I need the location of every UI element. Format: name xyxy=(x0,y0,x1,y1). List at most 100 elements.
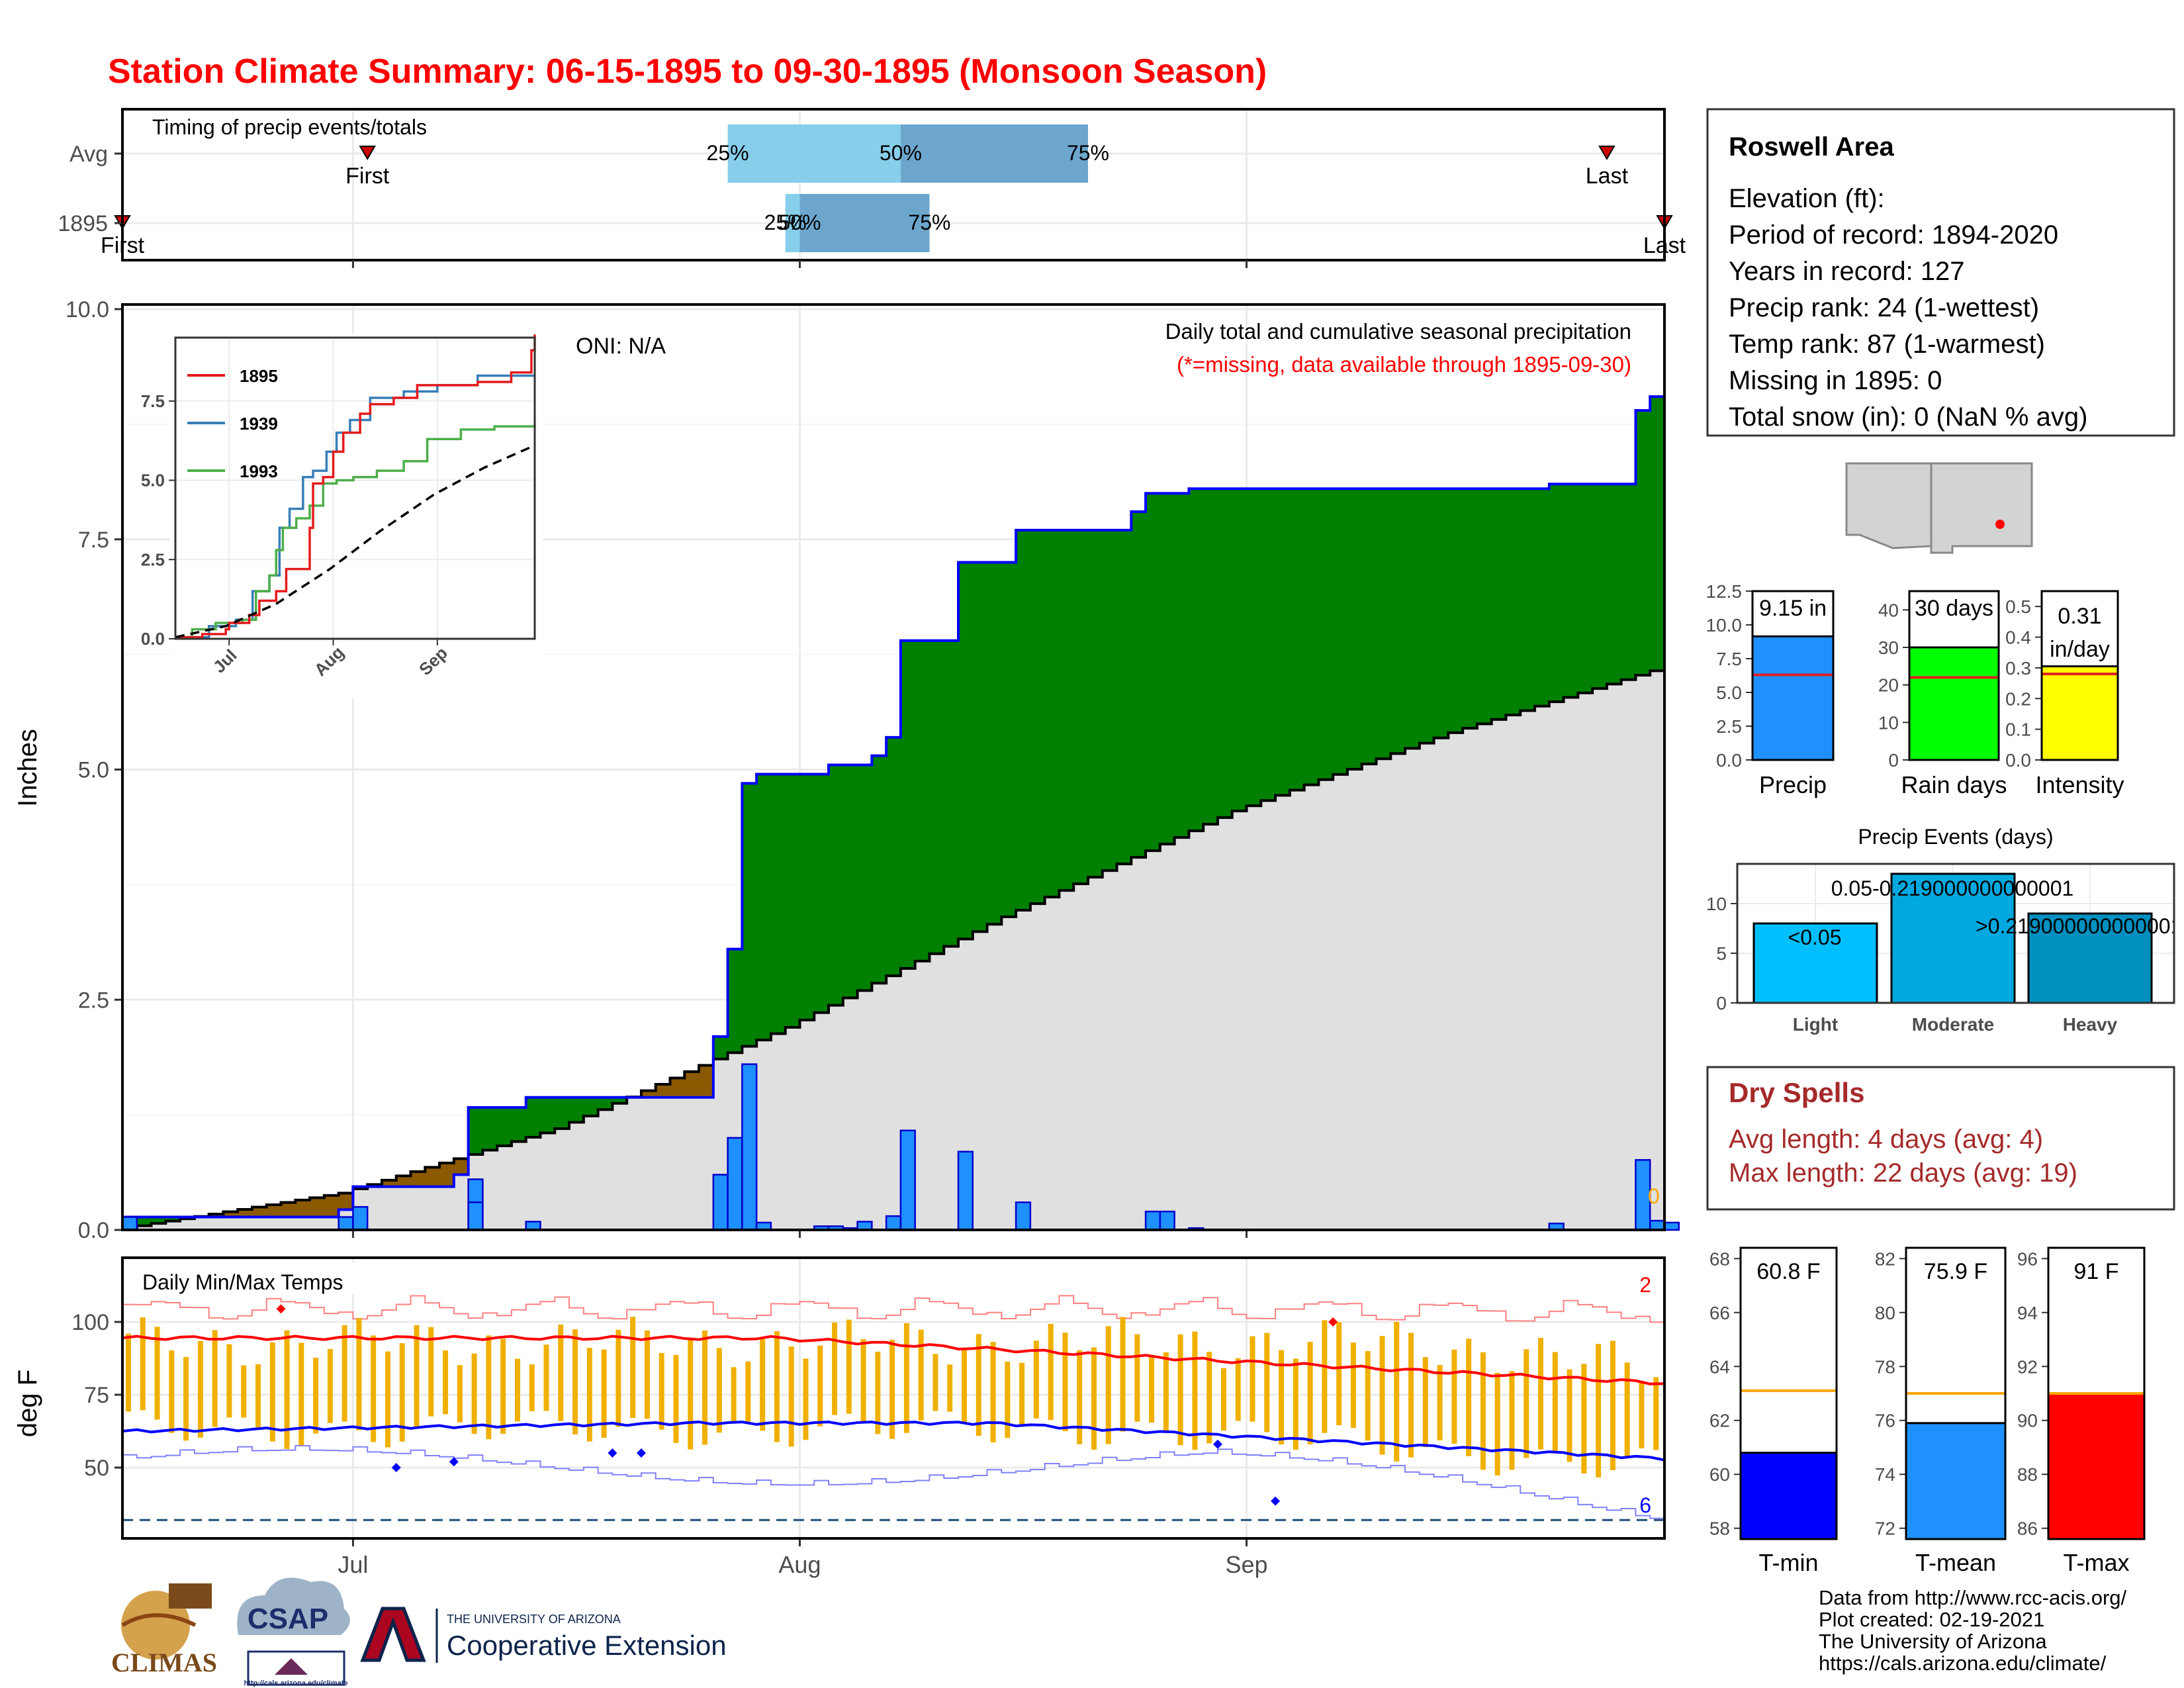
summary-ytick-label: 5.0 xyxy=(1716,682,1742,703)
tbar-panel-border xyxy=(1739,1246,1838,1540)
precip-anomaly-area xyxy=(972,562,988,932)
events-light-text: <0.05 xyxy=(1788,925,1842,949)
precip-anomaly-area xyxy=(1203,489,1218,825)
summary-value-bar xyxy=(2040,665,2119,761)
daily-temp-bar xyxy=(688,1337,694,1450)
precip-anomaly-area xyxy=(1261,489,1276,801)
missing-note: (*=missing, data available through 1895-… xyxy=(1177,352,1631,377)
tbar-ytick-label: 60 xyxy=(1709,1464,1730,1485)
precip-anomaly-area xyxy=(1563,484,1578,698)
daily-temp-bar xyxy=(169,1350,175,1433)
summary-panel-border xyxy=(1751,590,1835,761)
temp-ylabel: deg F xyxy=(13,1370,42,1437)
precip-anomaly-area xyxy=(1333,489,1348,774)
daily-temp-bar xyxy=(284,1330,290,1449)
tbar-value-bar xyxy=(1739,1452,1838,1540)
summary-ytick-label: 0 xyxy=(1888,750,1899,771)
precip-anomaly-area xyxy=(1390,489,1406,754)
daily-temp-bar xyxy=(1596,1344,1602,1477)
daily-precip-bar xyxy=(1015,1201,1032,1231)
new-mexico-shape xyxy=(1930,462,2033,554)
daily-temp-bar xyxy=(572,1329,578,1434)
precip-anomaly-area xyxy=(1217,489,1233,818)
precip-anomaly-area xyxy=(1174,493,1190,838)
arizona-shape xyxy=(1845,462,1933,549)
precip-anomaly-area xyxy=(785,774,801,1027)
daily-temp-bar xyxy=(1322,1320,1328,1433)
daily-temp-bar xyxy=(443,1350,449,1415)
ua-logo-top-text: THE UNIVERSITY OF ARIZONA xyxy=(447,1613,621,1626)
precip-anomaly-area xyxy=(281,1202,296,1217)
summary-label: Rain days xyxy=(1901,771,2007,798)
daily-temp-bar xyxy=(615,1329,621,1427)
precip-anomaly-area xyxy=(1232,489,1248,812)
station-line: Total snow (in): 0 (NaN % avg) xyxy=(1729,402,2087,432)
tbar-label: T-min xyxy=(1759,1549,1819,1576)
tbar-ytick-label: 78 xyxy=(1875,1356,1895,1377)
precip-anomaly-area xyxy=(1304,489,1319,785)
summary-ytick-label: 10.0 xyxy=(1706,615,1743,635)
precip-anomaly-area xyxy=(1491,489,1507,720)
inset-bg xyxy=(170,334,543,698)
tbar-ytick-label: 62 xyxy=(1709,1411,1730,1431)
daily-temp-bar xyxy=(1567,1369,1572,1462)
inset-ytick-label: 2.5 xyxy=(141,549,165,569)
station-line: Missing in 1895: 0 xyxy=(1729,366,1942,395)
daily-temp-bar xyxy=(1394,1321,1400,1462)
summary-ytick-label: 0.3 xyxy=(2005,658,2031,679)
missing-count: 0 xyxy=(1648,1184,1660,1208)
oni-label: ONI: N/A xyxy=(576,334,666,359)
precip-anomaly-area xyxy=(1102,530,1118,871)
daily-temp-bar xyxy=(255,1364,261,1428)
temp-xtick-label: Sep xyxy=(1225,1551,1267,1578)
timing-p75-label: 75% xyxy=(908,211,950,234)
daily-temp-bar xyxy=(226,1344,232,1418)
daily-temp-bar xyxy=(1163,1352,1169,1433)
daily-temp-bar xyxy=(774,1331,780,1442)
precip-anomaly-area xyxy=(310,1197,325,1217)
tbar-ytick-label: 72 xyxy=(1875,1519,1895,1539)
timing-last-label: Last xyxy=(1586,164,1629,189)
summary-ytick-label: 40 xyxy=(1878,600,1899,620)
timing-bar-50-75 xyxy=(900,124,1088,183)
tbar-ytick-label: 96 xyxy=(2017,1248,2038,1269)
timing-row-label: 1895 xyxy=(58,211,108,236)
daily-temp-bar xyxy=(558,1324,564,1421)
location-map xyxy=(1845,460,2033,559)
precip-anomaly-area xyxy=(1073,530,1089,884)
daily-temp-bar xyxy=(716,1348,722,1433)
daily-precip-bar xyxy=(712,1174,729,1231)
precip-anomaly-area xyxy=(324,1195,340,1217)
precip-anomaly-area xyxy=(165,1217,181,1221)
station-name: Roswell Area xyxy=(1729,132,1894,162)
daily-precip-bar xyxy=(741,1063,758,1231)
precip-anomaly-area xyxy=(770,774,786,1034)
precip-anomaly-area xyxy=(396,1176,412,1187)
timing-first-label: First xyxy=(345,164,390,189)
daily-temp-bar xyxy=(1019,1362,1025,1427)
precip-anomaly-area xyxy=(727,949,743,1053)
daily-temp-bar xyxy=(1192,1331,1198,1450)
record-low-marker xyxy=(1212,1439,1222,1449)
tbar-value-bar xyxy=(1905,1422,2007,1540)
summary-value-bar xyxy=(1908,646,2000,761)
precip-chart: 0.0 2.5 5.0 7.5 10.0 0 ONI: N/A Daily total and… xyxy=(13,297,1680,1243)
dry-title: Dry Spells xyxy=(1729,1077,1864,1108)
timing-first-marker xyxy=(359,146,376,160)
station-line: Elevation (ft): xyxy=(1729,184,1885,213)
daily-temp-bar xyxy=(1091,1347,1097,1450)
daily-precip-bar xyxy=(467,1201,484,1231)
events-clip xyxy=(2174,851,2184,1016)
daily-temp-bar xyxy=(1422,1357,1428,1448)
tbar-value-bar xyxy=(2047,1392,2146,1540)
footer-line: The University of Arizona xyxy=(1819,1630,2047,1653)
precip-anomaly-area xyxy=(1189,489,1204,831)
temp-border xyxy=(121,1256,1666,1540)
record-low-line xyxy=(122,1445,1664,1519)
timing-bar-50-75 xyxy=(799,194,930,252)
timing-p25-label: 25% xyxy=(764,211,807,234)
precip-anomaly-area xyxy=(1448,489,1463,733)
csap-logo-cloud xyxy=(237,1577,350,1635)
daily-temp-bar xyxy=(543,1344,549,1411)
